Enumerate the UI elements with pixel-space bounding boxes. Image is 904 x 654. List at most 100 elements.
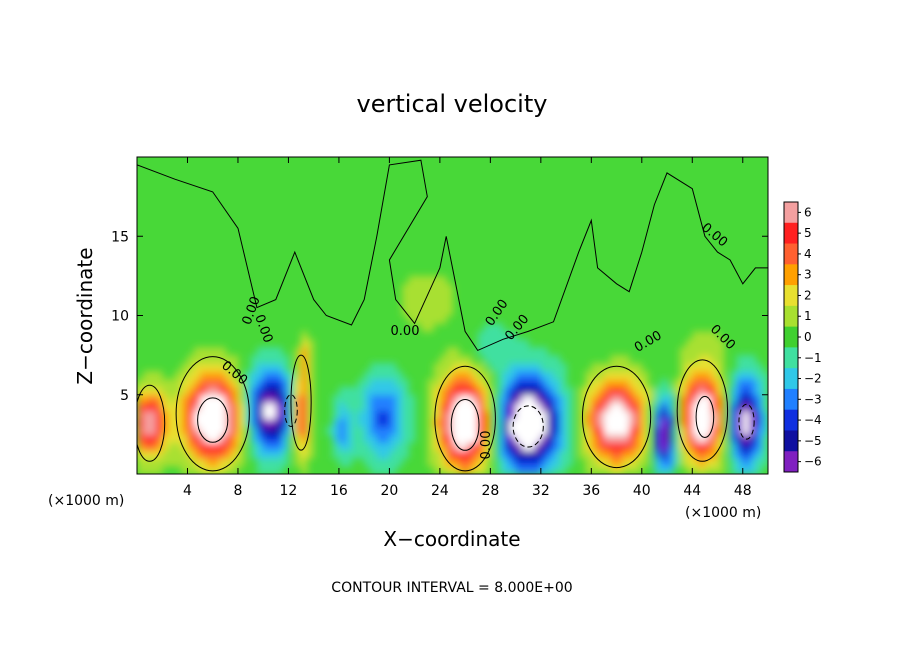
heatmap-cell — [458, 418, 466, 428]
heatmap-cell — [471, 466, 479, 474]
heatmap-cell — [351, 418, 359, 428]
heatmap-cell — [452, 386, 460, 396]
heatmap-cell — [200, 466, 208, 474]
heatmap-cell — [654, 402, 662, 412]
heatmap-cell — [502, 450, 510, 459]
heatmap-cell — [181, 442, 189, 451]
heatmap-cell — [395, 418, 403, 428]
heatmap-cell — [597, 394, 605, 404]
heatmap-cell — [402, 386, 409, 396]
heatmap-cell — [685, 339, 693, 348]
heatmap-cell — [231, 355, 239, 364]
heatmap-cell — [231, 363, 239, 372]
heatmap-cell — [616, 434, 624, 443]
heatmap-cell — [477, 386, 485, 396]
heatmap-cell — [162, 450, 170, 459]
heatmap-cell — [219, 402, 226, 412]
heatmap-cell — [427, 307, 435, 317]
heatmap-cell — [143, 442, 151, 451]
heatmap-cell — [698, 347, 706, 356]
heatmap-cell — [193, 410, 201, 420]
heatmap-cell — [307, 363, 315, 372]
heatmap-cell — [427, 386, 435, 396]
heatmap-cell — [534, 370, 542, 380]
heatmap-cell — [149, 418, 157, 428]
heatmap-cell — [635, 458, 643, 467]
heatmap-cell — [477, 378, 485, 388]
heatmap-cell — [389, 386, 397, 396]
heatmap-cell — [301, 402, 308, 412]
heatmap-cell — [578, 450, 586, 459]
heatmap-cell — [427, 418, 435, 428]
heatmap-cell — [420, 275, 428, 285]
heatmap-cell — [370, 410, 378, 420]
heatmap-cell — [711, 394, 719, 404]
heatmap-cell — [496, 450, 504, 459]
heatmap-cell — [502, 347, 510, 356]
heatmap-cell — [168, 402, 176, 412]
contour-line — [695, 395, 715, 439]
heatmap-cell — [704, 355, 712, 364]
heatmap-cell — [685, 442, 693, 451]
heatmap-cell — [496, 426, 504, 435]
heatmap-cell — [231, 466, 239, 474]
heatmap-cell — [225, 394, 233, 404]
heatmap-cell — [742, 355, 750, 364]
heatmap-cell — [496, 323, 504, 332]
heatmap-cell — [679, 370, 687, 380]
heatmap-cell — [509, 339, 517, 348]
heatmap-cell — [162, 386, 170, 396]
heatmap-cell — [704, 331, 712, 340]
heatmap-cell — [370, 378, 378, 388]
heatmap-cell — [143, 378, 151, 388]
heatmap-cell — [673, 426, 681, 435]
heatmap-cell — [288, 394, 296, 404]
heatmap-cell — [408, 410, 416, 420]
heatmap-cell — [225, 410, 233, 420]
heatmap-cell — [496, 402, 504, 412]
heatmap-cell — [263, 426, 271, 435]
heatmap-cell — [237, 426, 245, 435]
heatmap-cell — [174, 370, 182, 380]
heatmap-cell — [704, 339, 712, 348]
heatmap-cell — [370, 434, 378, 443]
heatmap-cell — [465, 370, 473, 380]
heatmap-cell — [420, 283, 428, 293]
heatmap-cell — [502, 410, 510, 420]
heatmap-cell — [256, 363, 264, 372]
heatmap-cell — [610, 355, 618, 364]
heatmap-cell — [761, 370, 768, 380]
heatmap-cell — [502, 339, 510, 348]
heatmap-cell — [439, 426, 447, 435]
heatmap-cell — [496, 363, 504, 372]
heatmap-cell — [408, 291, 416, 301]
heatmap-cell — [452, 347, 460, 356]
heatmap-cell — [458, 434, 466, 443]
y-axis-ticks: 5 10 15 — [111, 229, 768, 404]
heatmap-cell — [553, 450, 561, 459]
heatmap-cell — [193, 402, 201, 412]
heatmap-cell — [294, 418, 302, 428]
heatmap-cell — [149, 394, 157, 404]
heatmap-cell — [673, 378, 681, 388]
heatmap-cell — [685, 386, 693, 396]
heatmap-cell — [515, 363, 523, 372]
heatmap-cell — [294, 458, 302, 467]
heatmap-cell — [477, 466, 485, 474]
heatmap-cell — [181, 450, 189, 459]
heatmap-cell — [566, 458, 573, 467]
heatmap-cell — [698, 363, 706, 372]
heatmap-cell — [174, 418, 182, 428]
heatmap-cell — [433, 315, 441, 325]
heatmap-cell — [433, 307, 441, 317]
heatmap-cell — [635, 434, 643, 443]
heatmap-cell — [219, 355, 226, 364]
heatmap-cell — [389, 363, 397, 372]
heatmap-cell — [521, 466, 529, 474]
heatmap-cell — [547, 466, 555, 474]
heatmap-cell — [446, 291, 454, 301]
heatmap-cell — [446, 458, 454, 467]
heatmap-cell — [698, 442, 706, 451]
heatmap-cell — [660, 458, 668, 467]
heatmap-cell — [200, 418, 208, 428]
